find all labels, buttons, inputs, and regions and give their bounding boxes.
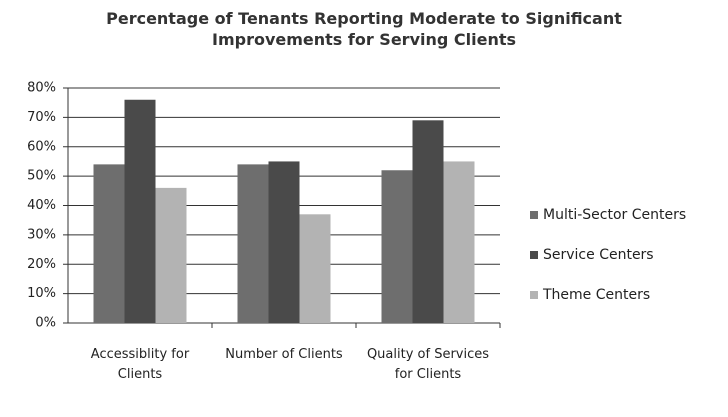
- x-tick-label: Quality of Services for Clients: [366, 347, 490, 382]
- legend-label: Theme Centers: [542, 287, 650, 303]
- y-tick-label: 20%: [27, 257, 56, 272]
- y-tick-label: 0%: [35, 316, 56, 331]
- y-tick-label: 40%: [27, 198, 56, 213]
- y-tick-label: 50%: [27, 169, 56, 184]
- legend-swatch: [530, 291, 538, 299]
- bar: [93, 164, 125, 323]
- x-tick-label: Number of Clients: [225, 347, 343, 362]
- bar: [443, 161, 475, 323]
- bar: [237, 164, 269, 323]
- y-tick-label: 30%: [27, 227, 56, 242]
- bar: [412, 120, 444, 323]
- bar: [155, 187, 187, 323]
- y-tick-label: 60%: [27, 139, 56, 154]
- legend-swatch: [530, 251, 538, 259]
- bar: [124, 99, 156, 323]
- x-tick-label: Accessiblity for Clients: [90, 347, 190, 382]
- bar: [299, 214, 331, 323]
- legend-label: Service Centers: [543, 247, 654, 263]
- y-tick-label: 70%: [27, 110, 56, 125]
- legend-swatch: [530, 211, 538, 219]
- bar: [381, 170, 413, 323]
- y-tick-label: 80%: [27, 81, 56, 96]
- bar: [268, 161, 300, 323]
- y-tick-label: 10%: [27, 286, 56, 301]
- legend-label: Multi-Sector Centers: [543, 207, 686, 223]
- chart-title: Percentage of Tenants Reporting Moderate…: [106, 9, 622, 49]
